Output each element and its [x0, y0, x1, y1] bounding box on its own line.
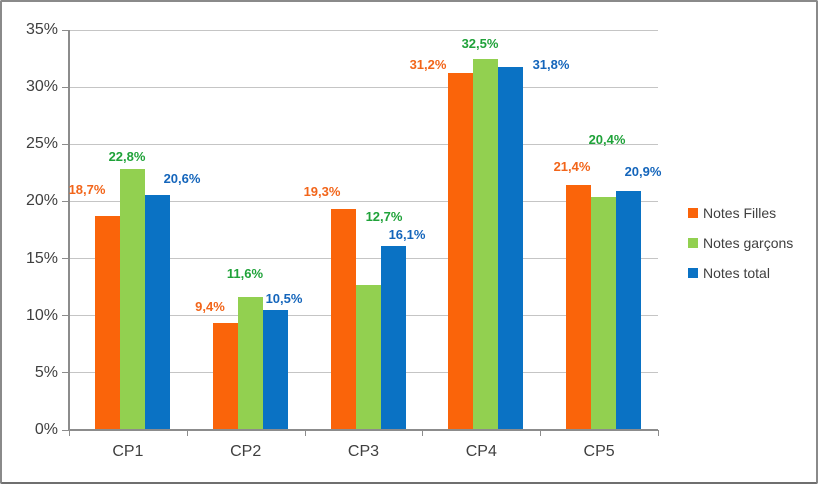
gridline: [69, 86, 658, 88]
y-axis-label: 0%: [34, 421, 58, 438]
y-axis-label: 35%: [25, 21, 58, 38]
data-label-notes-total-cp4: 31,8%: [532, 57, 570, 72]
legend-swatch-notes-filles-icon: [688, 208, 698, 218]
y-axis-label: 10%: [25, 306, 58, 324]
data-label-notes-filles-cp5: 21,4%: [553, 159, 591, 174]
gridline: [69, 29, 658, 31]
x-axis-tick: [658, 430, 659, 436]
bar-notes-filles-cp1: [95, 216, 120, 430]
y-axis-tick: [62, 429, 69, 431]
gridline: [69, 143, 658, 145]
x-axis-tick: [69, 430, 70, 436]
data-label-notes-total-cp5: 20,9%: [624, 164, 662, 179]
bar-notes-total-cp3: [380, 246, 406, 430]
legend-swatch-notes-total-icon: [688, 268, 698, 278]
data-label-notes-filles-cp2: 9,4%: [195, 299, 225, 314]
y-axis-line: [68, 30, 70, 430]
bar-notes-total-cp2: [262, 310, 288, 430]
x-axis-label-cp4: CP4: [465, 443, 497, 460]
bar-notes-total-cp1: [145, 194, 170, 430]
legend-label: Notes Filles: [703, 205, 777, 221]
bar-notes-filles-cp2: [212, 322, 238, 430]
data-label-notes-gar-ons-cp4: 32,5%: [461, 36, 499, 51]
data-label-notes-total-cp2: 10,5%: [265, 291, 303, 306]
data-label-notes-filles-cp1: 18,7%: [68, 182, 106, 197]
bar-notes-total-cp5: [616, 191, 642, 430]
data-label-notes-total-cp1: 20,6%: [163, 171, 201, 186]
data-label-notes-gar-ons-cp1: 22,8%: [108, 149, 146, 164]
data-label-notes-total-cp3: 16,1%: [388, 227, 426, 242]
y-axis-tick: [62, 315, 69, 317]
bar-notes-gar-ons-cp2: [237, 297, 263, 430]
y-axis-label: 20%: [25, 192, 58, 210]
data-label-notes-gar-ons-cp3: 12,7%: [365, 209, 403, 224]
data-label-notes-filles-cp4: 31,2%: [409, 57, 447, 72]
x-axis-line: [69, 429, 658, 431]
bar-notes-filles-cp4: [448, 73, 474, 430]
bar-notes-gar-ons-cp4: [473, 58, 499, 430]
x-axis-tick: [186, 430, 188, 436]
legend-swatch-notes-gar-ons-icon: [688, 238, 698, 248]
y-axis-label: 30%: [25, 78, 58, 96]
x-axis-label-cp2: CP2: [230, 443, 262, 460]
y-axis-tick: [62, 372, 69, 374]
legend: Notes Filles Notes garçons Notes total: [688, 198, 793, 288]
y-axis-tick: [62, 200, 69, 202]
x-axis-label-cp5: CP5: [583, 443, 615, 460]
x-axis-tick: [422, 430, 424, 436]
bar-notes-filles-cp3: [330, 209, 356, 430]
x-axis-tick: [540, 430, 542, 436]
y-axis-tick: [62, 86, 69, 88]
x-axis-label-cp1: CP1: [112, 443, 144, 460]
legend-item-notes-total: Notes total: [688, 258, 793, 288]
legend-item-notes-filles: Notes Filles: [688, 198, 793, 228]
bar-notes-total-cp4: [498, 66, 524, 430]
y-axis-tick: [62, 258, 69, 260]
legend-item-notes-gar-ons: Notes garçons: [688, 228, 793, 258]
bar-notes-gar-ons-cp3: [355, 284, 381, 430]
legend-label: Notes garçons: [703, 235, 794, 251]
y-axis-label: 5%: [34, 363, 58, 381]
y-axis-tick: [62, 143, 69, 145]
x-axis-tick: [304, 430, 306, 436]
bar-notes-gar-ons-cp5: [591, 196, 617, 430]
bar-notes-filles-cp5: [566, 185, 592, 430]
y-axis-tick: [62, 29, 69, 31]
gridline: [69, 258, 658, 260]
y-axis-label: 15%: [25, 249, 58, 267]
data-label-notes-gar-ons-cp2: 11,6%: [226, 266, 264, 281]
bar-notes-gar-ons-cp1: [120, 169, 145, 430]
data-label-notes-gar-ons-cp5: 20,4%: [588, 132, 626, 147]
y-axis-label: 25%: [25, 135, 58, 153]
x-axis-label-cp3: CP3: [347, 443, 380, 460]
data-label-notes-filles-cp3: 19,3%: [303, 184, 341, 199]
gridline: [69, 200, 658, 202]
legend-label: Notes total: [703, 265, 770, 281]
